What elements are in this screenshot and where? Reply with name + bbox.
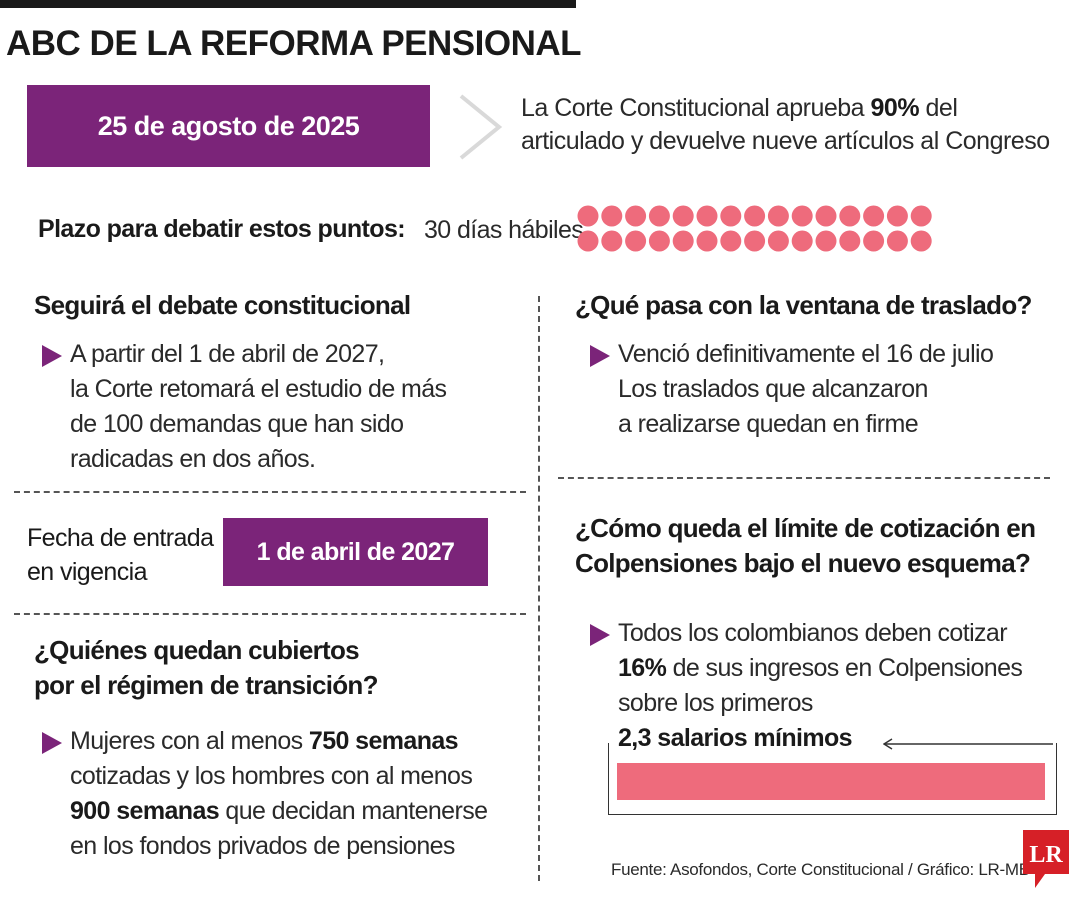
debate-heading: Seguirá el debate constitucional [34, 290, 411, 320]
day-dot [767, 205, 789, 227]
day-dot [648, 205, 670, 227]
day-dot [839, 205, 861, 227]
day-dot [886, 205, 908, 227]
day-dot [720, 230, 742, 252]
day-dot [672, 205, 694, 227]
limit-bar [617, 763, 1045, 800]
bar-bracket [608, 743, 1057, 815]
day-dot [601, 205, 623, 227]
center-divider [538, 296, 540, 881]
day-dot [863, 230, 885, 252]
plazo-label: Plazo para debatir estos puntos: [38, 215, 406, 243]
traslado-heading: ¿Qué pasa con la ventana de traslado? [575, 290, 1032, 320]
page-title: ABC DE LA REFORMA PENSIONAL [6, 24, 582, 63]
day-dot [767, 230, 789, 252]
bullet-triangle-icon [42, 345, 62, 367]
day-dot [720, 205, 742, 227]
approval-text: La Corte Constitucional aprueba 90% del … [521, 94, 1050, 155]
day-dot [791, 230, 813, 252]
bullet-triangle-icon [590, 345, 610, 367]
chevron-right-icon [459, 94, 503, 160]
limite-heading: ¿Cómo queda el límite de cotización en C… [575, 513, 1036, 578]
lr-logo: LR [1023, 830, 1069, 888]
plazo-value: 30 días hábiles [424, 216, 584, 244]
bullet-triangle-icon [590, 624, 610, 646]
day-dot [910, 230, 932, 252]
debate-text: A partir del 1 de abril de 2027, la Cort… [70, 340, 447, 473]
source-note: Fuente: Asofondos, Corte Constitucional … [611, 860, 1030, 879]
day-dot [625, 205, 647, 227]
day-dot [672, 230, 694, 252]
approval-date-box: 25 de agosto de 2025 [27, 85, 430, 167]
svg-text:LR: LR [1029, 842, 1063, 868]
vigencia-date-box: 1 de abril de 2027 [223, 518, 488, 586]
bullet-triangle-icon [42, 732, 62, 754]
day-dot [648, 230, 670, 252]
salarios-label: 2,3 salarios mínimos [618, 724, 853, 752]
vigencia-label: Fecha de entrada en vigencia [27, 524, 214, 586]
day-dot [839, 230, 861, 252]
traslado-text: Venció definitivamente el 16 de julio Lo… [618, 340, 994, 438]
day-dot [625, 230, 647, 252]
day-dot [696, 205, 718, 227]
limite-text: Todos los colombianos deben cotizar 16% … [618, 619, 1023, 752]
day-dot [601, 230, 623, 252]
day-dot [815, 205, 837, 227]
day-dot [696, 230, 718, 252]
day-dot [910, 205, 932, 227]
section-divider [558, 477, 1050, 479]
day-dot [863, 205, 885, 227]
approval-date: 25 de agosto de 2025 [97, 110, 360, 141]
section-divider [14, 613, 526, 615]
transicion-text: Mujeres con al menos 750 semanas cotizad… [70, 727, 488, 860]
transicion-heading: ¿Quiénes quedan cubiertos por el régimen… [34, 635, 378, 700]
vigencia-date: 1 de abril de 2027 [256, 537, 455, 566]
day-dot [815, 230, 837, 252]
arrow-left-icon [883, 738, 1053, 750]
day-dot [744, 205, 766, 227]
top-bar [0, 0, 576, 8]
day-dot [791, 205, 813, 227]
day-dot [577, 230, 599, 252]
approval-percent: 90% [870, 94, 920, 122]
days-dot-grid [577, 205, 932, 252]
day-dot [886, 230, 908, 252]
day-dot [577, 205, 599, 227]
day-dot [744, 230, 766, 252]
section-divider [14, 491, 526, 493]
